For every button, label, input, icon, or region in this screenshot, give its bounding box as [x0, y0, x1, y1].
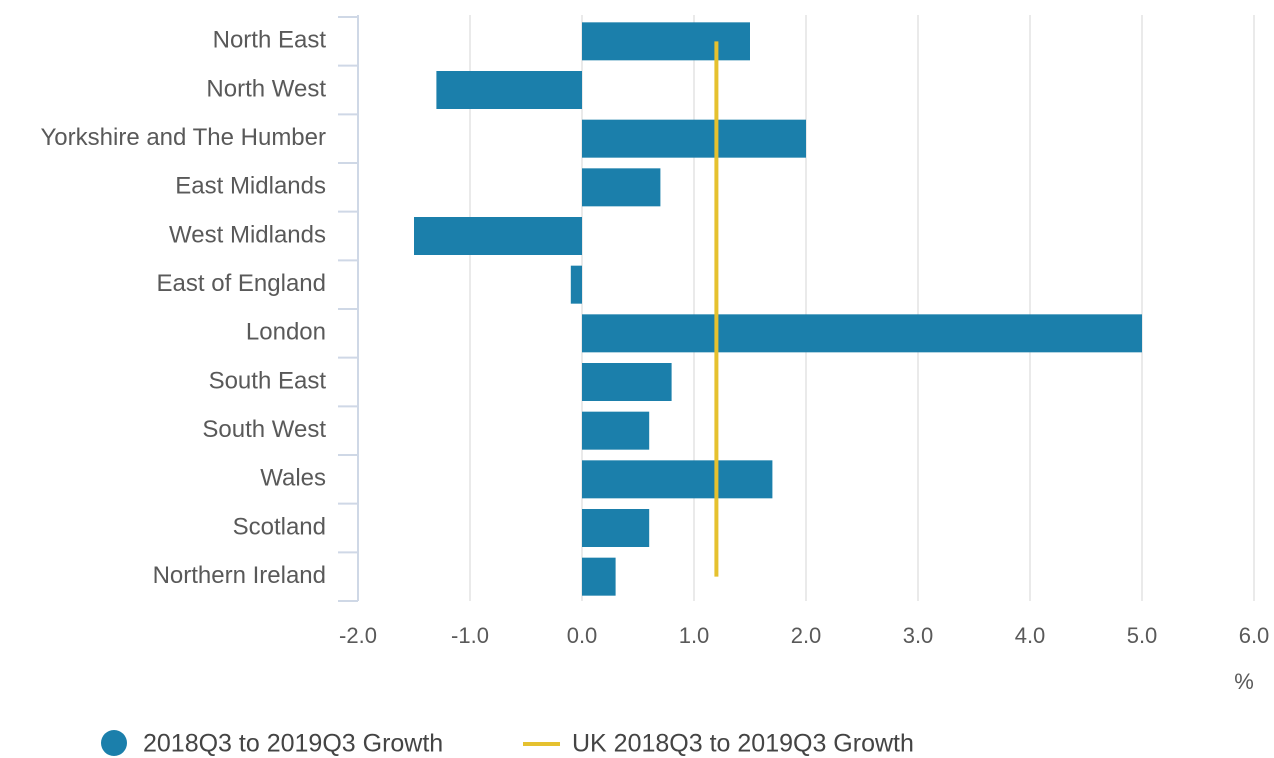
y-tick-label: North West [206, 75, 326, 102]
bar [582, 557, 616, 596]
bar [582, 411, 650, 450]
legend-label: UK 2018Q3 to 2019Q3 Growth [572, 730, 914, 758]
x-tick-label: -1.0 [451, 623, 489, 648]
x-tick-label: 2.0 [791, 623, 822, 648]
bar [582, 363, 672, 401]
legend-label: 2018Q3 to 2019Q3 Growth [143, 730, 443, 758]
y-tick-label: Northern Ireland [153, 562, 326, 589]
bar [582, 22, 750, 61]
x-tick-label: 4.0 [1015, 623, 1046, 648]
bar [570, 265, 582, 304]
x-tick-label: 3.0 [903, 623, 934, 648]
y-tick-label: East Midlands [175, 173, 326, 200]
y-tick-label: South East [209, 367, 327, 394]
bar [582, 460, 773, 499]
x-tick-label: 5.0 [1127, 623, 1158, 648]
y-tick-label: East of England [157, 270, 326, 297]
y-tick-label: West Midlands [169, 221, 326, 248]
bar [582, 509, 650, 547]
y-tick-label: Scotland [233, 513, 326, 540]
bar [414, 217, 582, 255]
x-tick-label: 6.0 [1239, 623, 1270, 648]
x-axis-label: % [1234, 669, 1254, 694]
legend-swatch [101, 730, 127, 756]
y-tick-label: North East [213, 27, 327, 54]
y-tick-label: South West [202, 416, 326, 443]
y-tick-label: Wales [260, 465, 326, 492]
bar [436, 71, 582, 109]
y-tick-label: London [246, 319, 326, 346]
x-tick-label: -2.0 [339, 623, 377, 648]
y-tick-label: Yorkshire and The Humber [41, 124, 327, 151]
x-tick-label: 0.0 [567, 623, 598, 648]
bar [582, 119, 806, 158]
bar [582, 314, 1142, 353]
bar [582, 168, 661, 207]
x-tick-label: 1.0 [679, 623, 710, 648]
